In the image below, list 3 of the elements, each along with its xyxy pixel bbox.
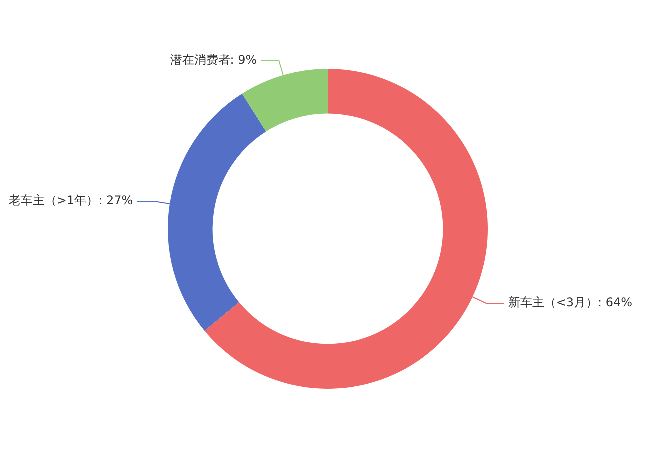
slice-label: 新车主（<3月）: 64%: [508, 296, 633, 310]
slice-label: 老车主（>1年）: 27%: [8, 194, 134, 208]
slice-label: 潜在消费者: 9%: [170, 53, 258, 68]
